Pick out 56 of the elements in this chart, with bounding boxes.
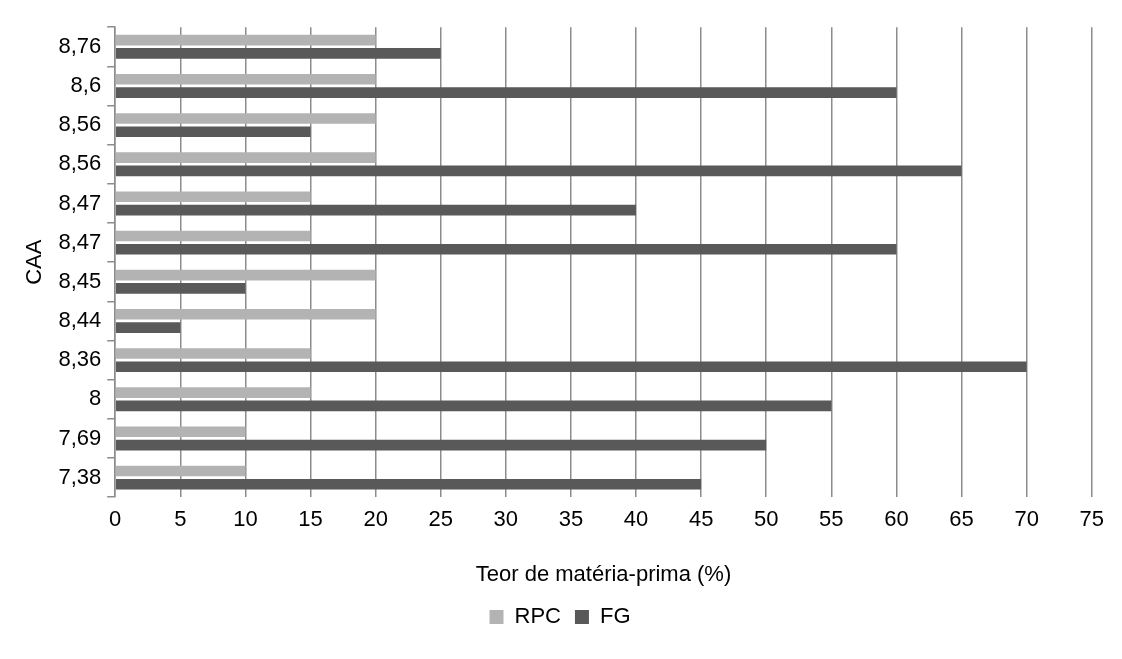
x-tick-label: 40 (623, 506, 649, 532)
bar (115, 439, 767, 451)
bar (115, 465, 246, 477)
x-tick-label: 30 (493, 506, 519, 532)
bar (115, 48, 441, 59)
bar (115, 308, 376, 320)
bar (115, 400, 832, 412)
bar (115, 269, 376, 281)
x-tick-label: 10 (233, 506, 258, 532)
y-tick-label: 7,38 (58, 463, 102, 489)
x-tick-label: 75 (1079, 506, 1105, 532)
bar (115, 348, 311, 359)
bar (115, 34, 376, 46)
x-tick-label: 20 (363, 506, 388, 532)
bar (115, 361, 1027, 373)
x-tick-label: 15 (298, 506, 323, 532)
bar (115, 283, 246, 294)
bar (115, 243, 897, 255)
y-tick-label: 8,44 (58, 307, 102, 333)
bar (115, 165, 962, 177)
y-tick-label: 8,45 (58, 267, 102, 293)
legend-label: FG (599, 603, 631, 629)
bar (115, 191, 311, 203)
bar (115, 113, 376, 124)
bar (115, 387, 311, 398)
y-tick-label: 8,56 (58, 150, 102, 176)
bar (115, 426, 246, 438)
x-tick-label: 25 (428, 506, 453, 532)
bar (115, 230, 311, 242)
y-tick-label: 8,6 (70, 72, 102, 98)
x-tick-label: 50 (754, 506, 779, 532)
x-tick-label: 0 (109, 506, 122, 532)
bar (115, 73, 376, 85)
x-tick-label: 60 (884, 506, 909, 532)
bar (115, 322, 181, 333)
y-tick-label: 8,76 (58, 32, 102, 58)
bar (115, 126, 311, 138)
y-tick-label: 8,47 (58, 228, 102, 254)
y-axis-title: CAA (21, 239, 47, 285)
x-tick-label: 65 (949, 506, 974, 532)
bar (115, 478, 702, 490)
y-tick-label: 8 (88, 385, 102, 411)
bar (115, 152, 376, 163)
y-tick-label: 8,36 (58, 346, 102, 372)
bar (115, 204, 637, 216)
y-tick-label: 8,56 (58, 111, 102, 137)
x-tick-label: 70 (1014, 506, 1039, 532)
x-tick-label: 5 (174, 506, 187, 532)
x-tick-label: 55 (819, 506, 844, 532)
y-tick-label: 8,47 (58, 189, 102, 215)
x-axis-title: Teor de matéria-prima (%) (475, 560, 732, 586)
bar (115, 87, 897, 98)
y-tick-label: 7,69 (58, 424, 102, 450)
legend-label: RPC (514, 603, 562, 629)
x-tick-label: 45 (688, 506, 714, 532)
x-tick-label: 35 (558, 506, 584, 532)
